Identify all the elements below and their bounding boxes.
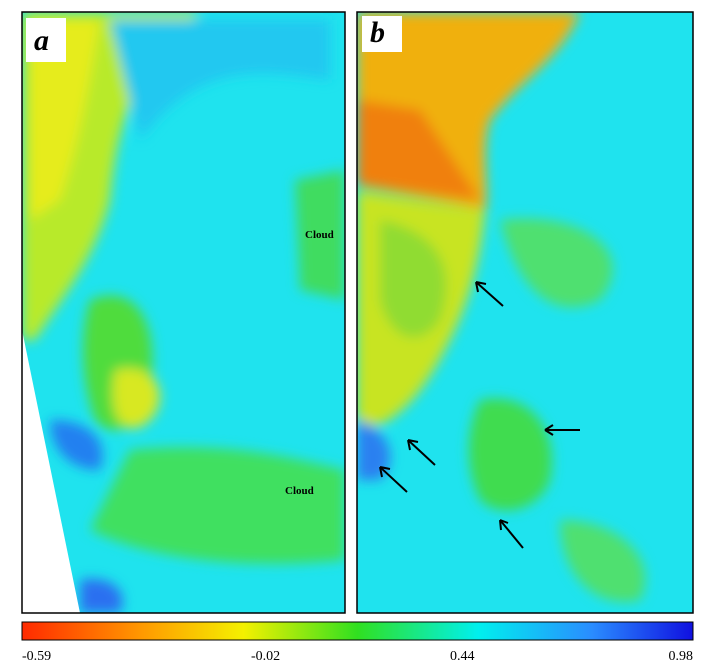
colorbar [22,622,693,640]
annotation: Cloud [305,229,334,241]
colorbar-tick-label: 0.98 [669,649,694,664]
figure: a Cloud Cloud b -0.59 -0.02 0.44 0.98 [0,0,717,664]
panel-label: a [34,24,49,57]
colorbar-ticks: -0.59 -0.02 0.44 0.98 [22,649,693,664]
colorbar-tick-label: -0.02 [251,649,280,664]
panel-b-image [357,12,693,613]
annotation: Cloud [285,485,314,497]
colorbar-tick-label: 0.44 [450,649,475,664]
colorbar-tick-label: -0.59 [22,649,51,664]
panel-label: b [370,16,385,49]
panel-a-image [22,12,345,613]
